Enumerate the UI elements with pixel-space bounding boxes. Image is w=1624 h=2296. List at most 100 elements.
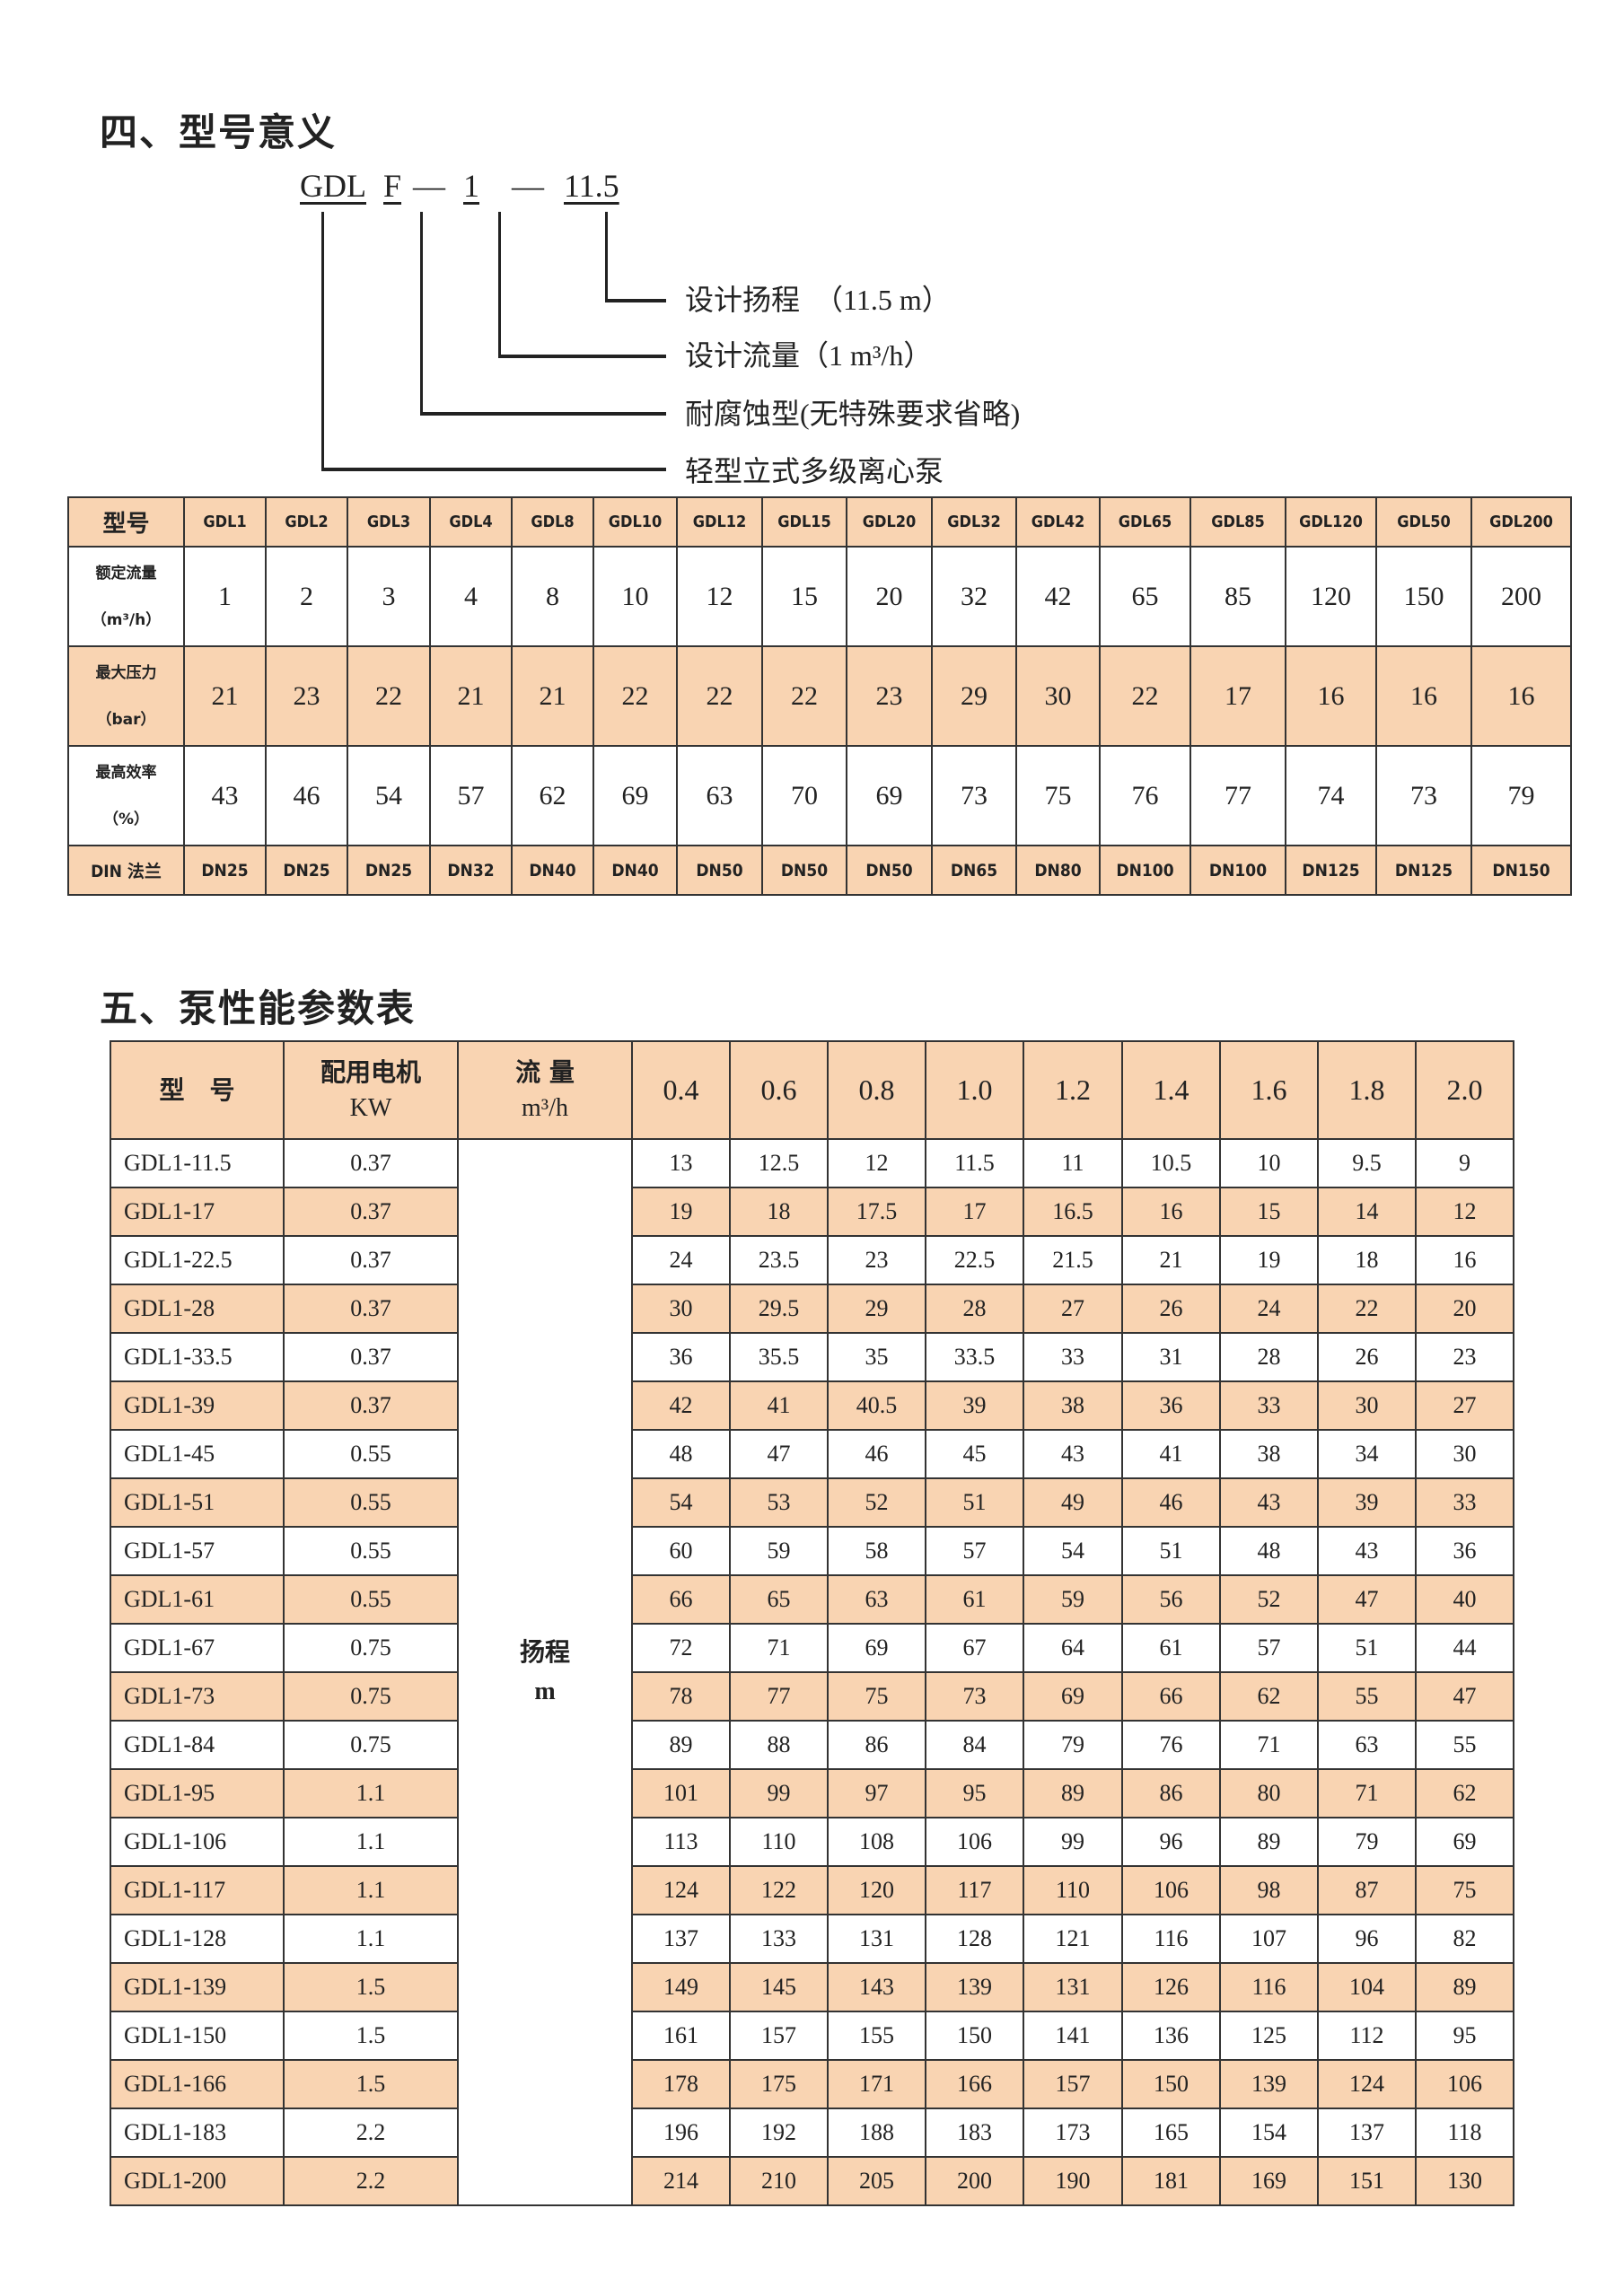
value-cell: 42 (1015, 546, 1101, 647)
head-value-cell: 139 (1219, 2059, 1319, 2109)
head-value-cell: 183 (925, 2108, 1024, 2158)
value-cell: 69 (846, 745, 933, 846)
head-value-cell: 130 (1415, 2156, 1514, 2206)
head-value-cell: 64 (1023, 1623, 1123, 1673)
head-value-cell: 30 (631, 1284, 731, 1334)
head-value-cell: 47 (729, 1429, 829, 1479)
section-5-title: 五、泵性能参数表 (100, 986, 417, 1030)
head-value-cell: 112 (1317, 2011, 1417, 2061)
connector-line (321, 212, 324, 470)
head-value-cell: 13 (631, 1138, 731, 1188)
head-value-cell: 62 (1415, 1768, 1514, 1818)
flow-header-cell: 2.0 (1415, 1040, 1514, 1140)
value-cell: 16 (1285, 645, 1377, 747)
head-value-cell: 18 (729, 1187, 829, 1237)
head-value-cell: 171 (827, 2059, 926, 2109)
value-cell: 23 (265, 645, 348, 747)
head-value-cell: 117 (925, 1865, 1024, 1915)
head-value-cell: 66 (631, 1574, 731, 1625)
value-cell: 1 (183, 546, 267, 647)
head-value-cell: 122 (729, 1865, 829, 1915)
motor-kw-cell: 0.37 (283, 1332, 459, 1382)
head-unit: m (534, 1678, 556, 1705)
head-value-cell: 75 (1415, 1865, 1514, 1915)
table-row: GDL1-11.5 0.37 扬程 m 13 12.5 12 11.5 11 10.5 10 9.5 9 (110, 1138, 1514, 2206)
motor-kw-cell: 1.1 (283, 1768, 459, 1818)
connector-line (498, 212, 501, 357)
head-value-cell: 137 (1317, 2108, 1417, 2158)
motor-kw-cell: 0.75 (283, 1671, 459, 1722)
head-value-cell: 192 (729, 2108, 829, 2158)
connector-line (605, 299, 666, 302)
table-row: GDL1-73 0.75 78 77 75 73 69 66 62 55 47 (110, 1671, 1514, 1722)
head-value-cell: 141 (1023, 2011, 1123, 2061)
head-value-cell: 124 (1317, 2059, 1417, 2109)
head-value-cell: 61 (1121, 1623, 1221, 1673)
connector-line (420, 212, 423, 415)
motor-kw-cell: 1.1 (283, 1865, 459, 1915)
head-value-cell: 106 (925, 1817, 1024, 1867)
head-value-cell: 60 (631, 1526, 731, 1576)
head-value-cell: 139 (925, 1962, 1024, 2012)
head-value-cell: 79 (1317, 1817, 1417, 1867)
value-cell: 17 (1189, 645, 1286, 747)
head-value-cell: 12.5 (729, 1138, 829, 1188)
head-value-cell: 96 (1317, 1914, 1417, 1964)
head-value-cell: 15 (1219, 1187, 1319, 1237)
flange-cell: DN80 (1015, 845, 1101, 896)
head-value-cell: 39 (1317, 1477, 1417, 1528)
head-value-cell: 155 (827, 2011, 926, 2061)
head-value-cell: 9 (1415, 1138, 1514, 1188)
head-value-cell: 71 (1219, 1720, 1319, 1770)
model-cell: GDL85 (1189, 496, 1286, 548)
head-value-cell: 24 (1219, 1284, 1319, 1334)
flow-header-cell: 0.6 (729, 1040, 829, 1140)
head-label-cell: 扬程 m (457, 1138, 633, 2206)
head-value-cell: 106 (1415, 2059, 1514, 2109)
head-value-cell: 59 (729, 1526, 829, 1576)
model-cell: GDL1-57 (110, 1526, 285, 1576)
head-value-cell: 145 (729, 1962, 829, 2012)
model-cell: GDL1-45 (110, 1429, 285, 1479)
model-cell: GDL1-17 (110, 1187, 285, 1237)
table-row: GDL1-45 0.55 48 47 46 45 43 41 38 34 30 (110, 1429, 1514, 1479)
head-value-cell: 14 (1317, 1187, 1417, 1237)
header-flow-unit: m³/h (522, 1093, 568, 1122)
model-cell: GDL1-106 (110, 1817, 285, 1867)
head-value-cell: 110 (729, 1817, 829, 1867)
head-value-cell: 33.5 (925, 1332, 1024, 1382)
head-value-cell: 41 (729, 1380, 829, 1431)
head-value-cell: 175 (729, 2059, 829, 2109)
head-value-cell: 69 (1023, 1671, 1123, 1722)
model-cell: GDL1-22.5 (110, 1235, 285, 1285)
head-value-cell: 95 (1415, 2011, 1514, 2061)
head-value-cell: 9.5 (1317, 1138, 1417, 1188)
table-row: GDL1-22.5 0.37 24 23.5 23 22.5 21.5 21 19 18 16 (110, 1235, 1514, 1285)
model-cell: GDL1-200 (110, 2156, 285, 2206)
head-value-cell: 61 (925, 1574, 1024, 1625)
head-value-cell: 47 (1317, 1574, 1417, 1625)
value-cell: 3 (347, 546, 431, 647)
value-cell: 22 (1099, 645, 1191, 747)
head-value-cell: 40 (1415, 1574, 1514, 1625)
model-cell: GDL1-67 (110, 1623, 285, 1673)
head-value-cell: 43 (1317, 1526, 1417, 1576)
head-value-cell: 55 (1317, 1671, 1417, 1722)
head-value-cell: 51 (1317, 1623, 1417, 1673)
head-value-cell: 78 (631, 1671, 731, 1722)
head-value-cell: 116 (1219, 1962, 1319, 2012)
head-value-cell: 73 (925, 1671, 1024, 1722)
head-value-cell: 36 (1121, 1380, 1221, 1431)
value-cell: 16 (1375, 645, 1472, 747)
head-value-cell: 26 (1317, 1332, 1417, 1382)
table-row: GDL1-106 1.1 113 110 108 106 99 96 89 79 69 (110, 1817, 1514, 1867)
value-cell: 63 (676, 745, 763, 846)
head-value-cell: 75 (827, 1671, 926, 1722)
value-cell: 22 (593, 645, 678, 747)
value-cell: 79 (1470, 745, 1572, 846)
head-value-cell: 150 (1121, 2059, 1221, 2109)
head-value-cell: 49 (1023, 1477, 1123, 1528)
head-value-cell: 33 (1023, 1332, 1123, 1382)
model-cell: GDL50 (1375, 496, 1472, 548)
head-value-cell: 30 (1317, 1380, 1417, 1431)
